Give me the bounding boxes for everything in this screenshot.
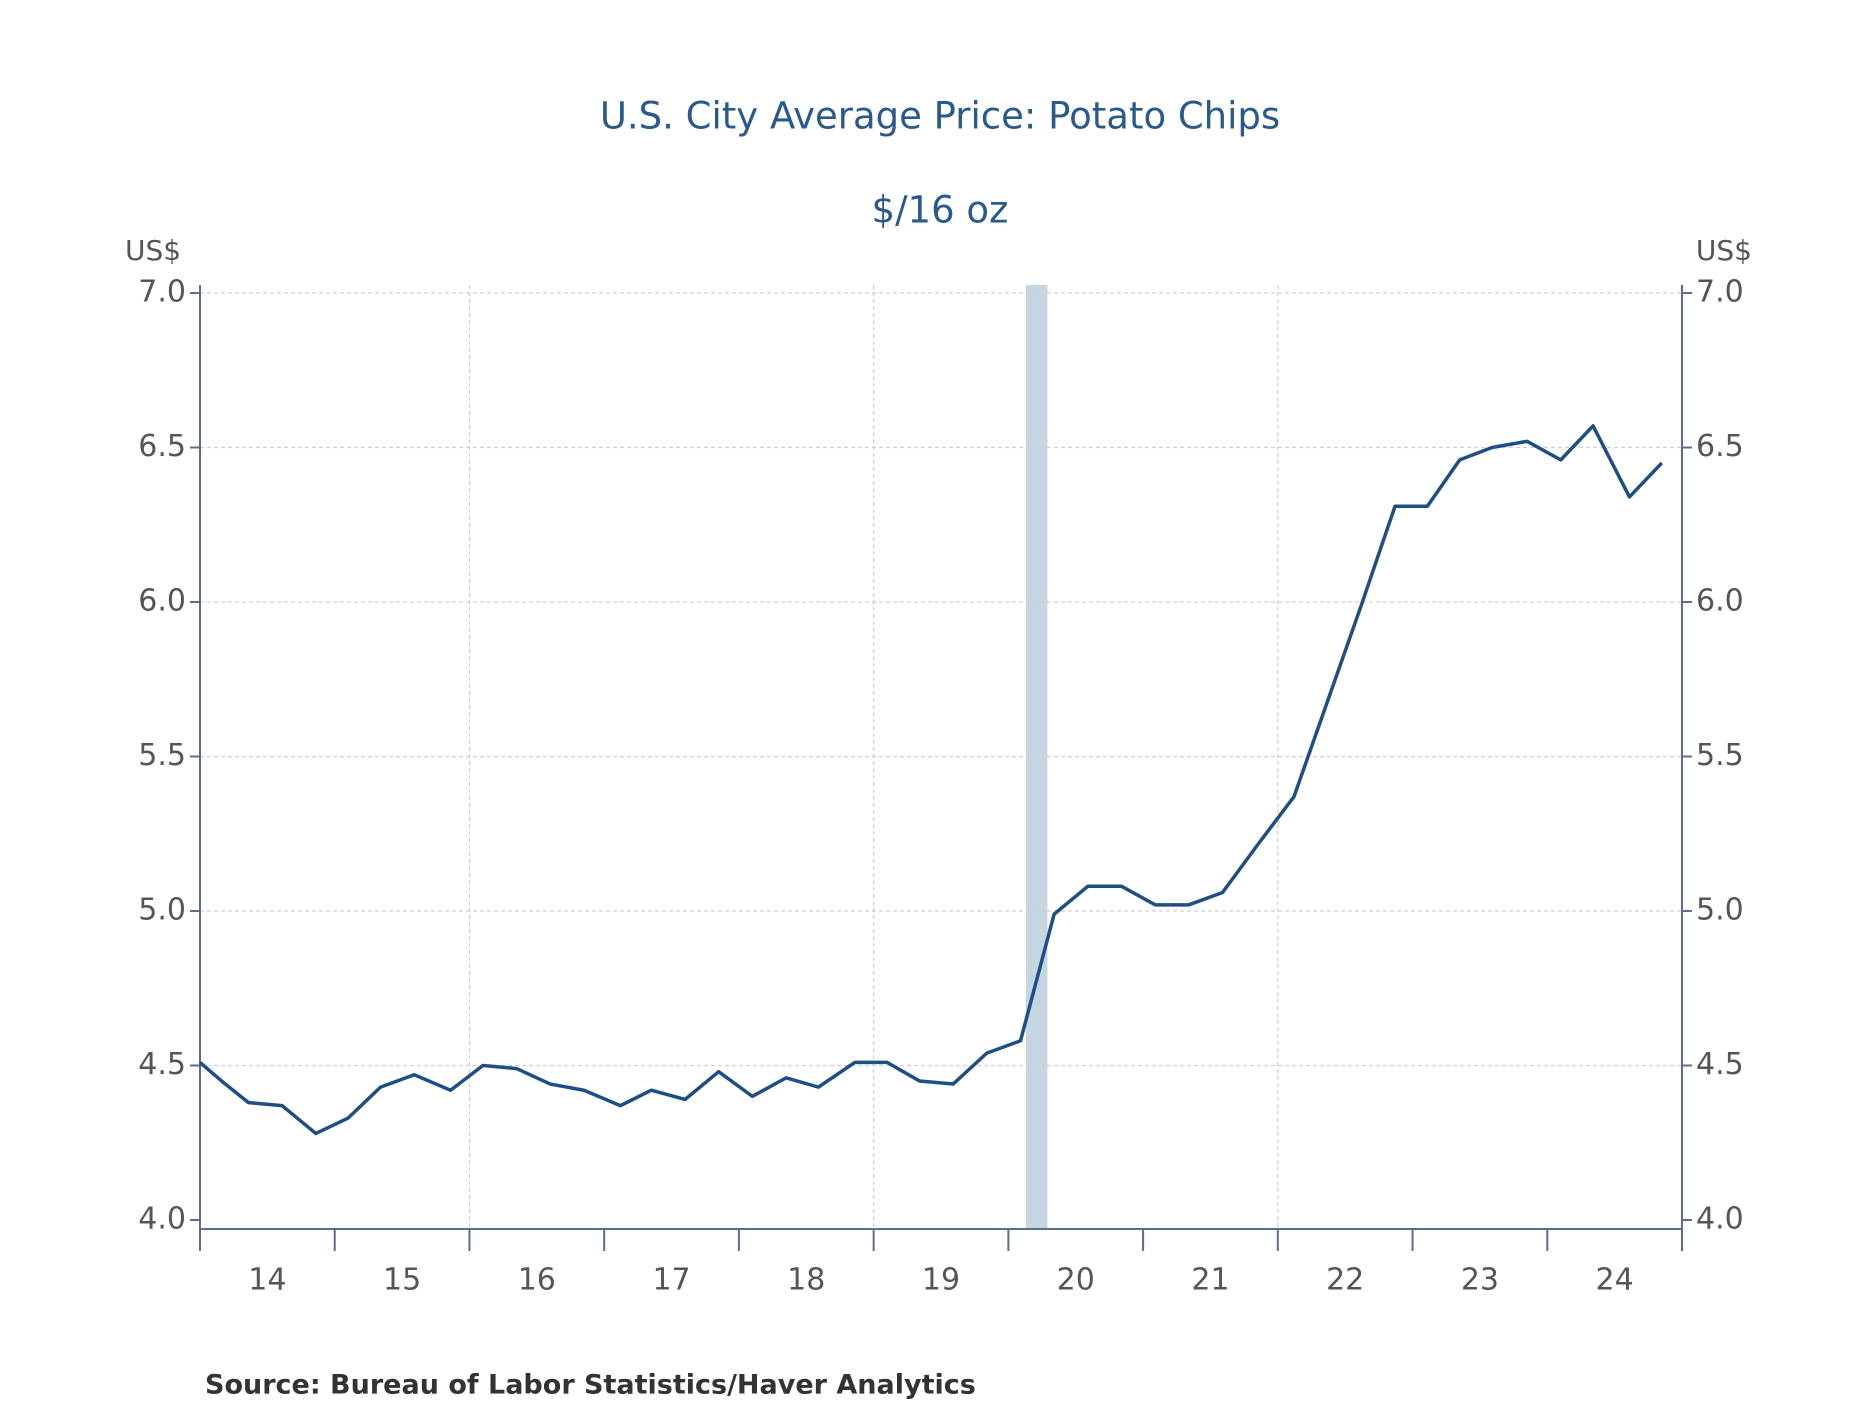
y-tick-label: 5.0 — [138, 893, 186, 928]
y-tick-label: 6.0 — [138, 584, 186, 619]
chart-title: U.S. City Average Price: Potato Chips — [600, 95, 1280, 138]
source-note: Source: Bureau of Labor Statistics/Haver… — [205, 1370, 976, 1401]
x-tick-label: 17 — [652, 1263, 690, 1298]
y2-tick-label: 7.0 — [1696, 275, 1744, 310]
y-tick-label: 4.5 — [138, 1047, 186, 1082]
y-tick-label: 6.5 — [138, 429, 186, 464]
y2-tick-label: 4.0 — [1696, 1202, 1744, 1237]
y2-axis-label: US$ — [1696, 234, 1752, 267]
y2-tick-label: 6.0 — [1696, 584, 1744, 619]
x-tick-label: 18 — [787, 1263, 825, 1298]
x-tick-label: 22 — [1326, 1263, 1364, 1298]
y-tick-label: 4.0 — [138, 1202, 186, 1237]
x-tick-label: 19 — [922, 1263, 960, 1298]
chart-subtitle: $/16 oz — [872, 189, 1009, 232]
x-tick-label: 16 — [518, 1263, 556, 1298]
y2-tick-label: 6.5 — [1696, 429, 1744, 464]
x-tick-label: 20 — [1057, 1263, 1095, 1298]
x-tick-label: 21 — [1191, 1263, 1229, 1298]
data-line — [198, 424, 1664, 1136]
y2-tick-label: 5.5 — [1696, 738, 1744, 773]
x-tick-label: 23 — [1461, 1263, 1499, 1298]
y2-tick-label: 5.0 — [1696, 893, 1744, 928]
y2-tick-label: 4.5 — [1696, 1047, 1744, 1082]
y-tick-label: 5.5 — [138, 738, 186, 773]
x-tick-label: 24 — [1596, 1263, 1634, 1298]
x-tick-label: 15 — [383, 1263, 421, 1298]
x-tick-label: 14 — [248, 1263, 286, 1298]
y-axis-label: US$ — [125, 234, 181, 267]
y-tick-label: 7.0 — [138, 275, 186, 310]
